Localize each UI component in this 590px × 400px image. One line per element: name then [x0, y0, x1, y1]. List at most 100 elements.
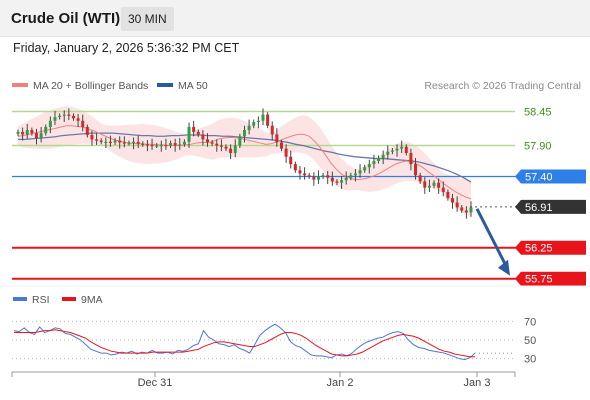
rsi-tick-label: 70: [524, 316, 536, 328]
candle-body: [312, 176, 316, 180]
candle-body: [127, 143, 131, 145]
candle-body: [122, 142, 126, 144]
candle-body: [469, 207, 473, 213]
candle-body: [132, 141, 136, 144]
candle-body: [34, 133, 38, 139]
rsi-9ma-line: [14, 329, 475, 358]
candle-body: [261, 114, 265, 121]
candle-body: [340, 180, 344, 183]
timeframe-button[interactable]: 30 MIN: [121, 7, 174, 31]
rsi-tick-label: 50: [524, 335, 536, 347]
legend-label: MA 20 + Bollinger Bands: [33, 80, 148, 92]
candle-body: [330, 177, 334, 182]
candle-body: [39, 133, 43, 139]
watermark: Research © 2026 Trading Central: [424, 80, 581, 92]
candle-body: [321, 175, 325, 177]
candle-body: [159, 144, 163, 147]
legend-label: MA 50: [178, 80, 208, 92]
candle-body: [400, 146, 404, 149]
candle-body: [409, 152, 413, 165]
candle-body: [247, 125, 251, 131]
candle-body: [71, 115, 75, 119]
forecast-arrow: [475, 208, 509, 269]
legend-swatch: [12, 83, 28, 87]
candle-body: [25, 130, 29, 135]
candle-body: [53, 117, 57, 121]
candle-body: [90, 135, 94, 140]
candle-body: [275, 134, 279, 143]
candle-body: [303, 173, 307, 176]
candle-body: [451, 198, 455, 203]
candle-body: [233, 145, 237, 153]
candle-body: [243, 130, 246, 137]
candle-body: [187, 126, 191, 142]
level-tag: [515, 240, 586, 255]
candle-body: [219, 145, 223, 147]
level-label: 57.40: [525, 172, 553, 184]
candle-body: [21, 131, 25, 135]
candle-body: [252, 122, 256, 126]
candle-body: [279, 142, 283, 149]
candle-body: [155, 145, 159, 147]
level-label: 55.75: [525, 274, 553, 286]
level-label: 58.45: [524, 106, 552, 118]
candle-body: [95, 139, 99, 141]
candle-body: [289, 156, 293, 165]
x-tick-label: Jan 3: [464, 377, 491, 389]
legend-label: RSI: [32, 294, 50, 306]
candle-body: [381, 154, 385, 158]
candle-body: [414, 164, 418, 176]
candle-body: [270, 125, 274, 135]
legend-swatch: [157, 83, 173, 87]
candle-body: [118, 140, 122, 143]
candle-body: [335, 181, 339, 183]
candle-body: [99, 140, 103, 142]
candle-body: [427, 185, 431, 188]
level-tag: [515, 169, 586, 184]
candle-body: [85, 126, 89, 136]
candle-body: [206, 139, 210, 143]
candle-body: [210, 142, 214, 144]
candle-body: [395, 148, 399, 151]
candle-body: [316, 176, 320, 180]
level-label: 57.90: [524, 141, 552, 153]
candle-body: [76, 118, 80, 121]
candle-body: [441, 187, 445, 192]
legend-swatch: [62, 297, 76, 301]
candle-body: [363, 167, 367, 171]
rsi-tick-label: 30: [524, 354, 536, 366]
candle-body: [256, 120, 260, 123]
header-bar: Crude Oil (WTI) 30 MIN: [0, 0, 590, 37]
candle-body: [344, 177, 348, 181]
candle-body: [386, 151, 390, 155]
candle-body: [145, 144, 149, 146]
x-tick-label: Jan 2: [327, 377, 354, 389]
candle-body: [293, 164, 297, 171]
candle-body: [58, 115, 62, 118]
candle-body: [284, 148, 288, 157]
instrument-title: Crude Oil (WTI): [11, 10, 121, 27]
candle-body: [464, 210, 468, 213]
candle-body: [169, 143, 173, 146]
candle-body: [353, 173, 357, 176]
candle-body: [44, 126, 48, 134]
x-tick-label: Dec 31: [138, 377, 173, 389]
candle-body: [81, 120, 85, 127]
candle-body: [266, 114, 270, 126]
candle-body: [108, 141, 112, 144]
candle-body: [136, 141, 140, 144]
candle-body: [432, 182, 436, 186]
candle-body: [418, 175, 422, 182]
candle-body: [298, 170, 302, 174]
rsi-line: [13, 323, 476, 361]
candle-body: [446, 192, 450, 199]
candle-body: [201, 134, 205, 140]
candle-body: [326, 175, 330, 178]
candle-body: [173, 143, 177, 146]
candle-body: [141, 143, 145, 145]
candle-body: [215, 143, 219, 146]
candle-body: [164, 144, 168, 147]
candle-body: [229, 148, 233, 153]
level-label: 56.91: [525, 202, 553, 214]
